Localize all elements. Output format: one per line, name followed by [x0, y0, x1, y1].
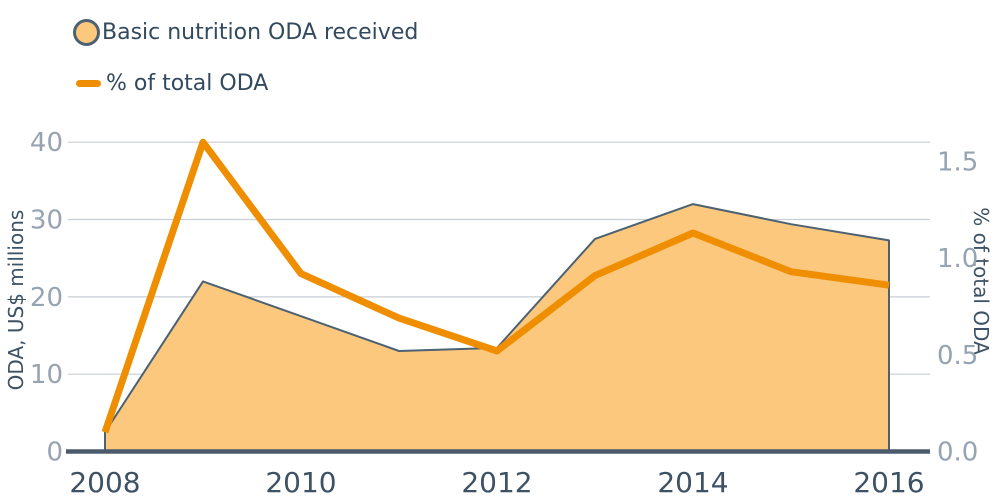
legend-item-line: % of total ODA — [73, 71, 418, 96]
area-series-marker-icon — [73, 19, 100, 46]
x-axis-tick-label: 2016 — [853, 466, 924, 499]
left-axis-tick-label: 20 — [30, 283, 63, 313]
right-axis-tick-label: 1.0 — [937, 244, 978, 274]
legend-label-area: Basic nutrition ODA received — [102, 20, 419, 45]
legend-item-area: Basic nutrition ODA received — [73, 19, 418, 46]
x-axis-tick-label: 2014 — [657, 466, 728, 499]
left-axis-tick-label: 30 — [30, 206, 63, 236]
right-axis-tick-label: 1.5 — [937, 148, 978, 178]
legend-label-line: % of total ODA — [106, 71, 269, 96]
right-axis-tick-label: 0.5 — [937, 341, 978, 371]
line-series — [101, 138, 890, 434]
right-axis-tick-label: 0.0 — [937, 438, 978, 468]
legend: Basic nutrition ODA received % of total … — [73, 19, 418, 121]
line-series-marker-icon — [76, 80, 101, 87]
x-axis-tick-label: 2008 — [69, 466, 140, 499]
area-series — [104, 203, 890, 453]
left-axis-tick-label: 40 — [30, 128, 63, 158]
x-axis-tick-label: 2010 — [265, 466, 336, 499]
x-axis-tick-label: 2012 — [461, 466, 532, 499]
left-axis-tick-label: 10 — [30, 360, 63, 390]
left-axis-tick-label: 0 — [46, 438, 63, 468]
